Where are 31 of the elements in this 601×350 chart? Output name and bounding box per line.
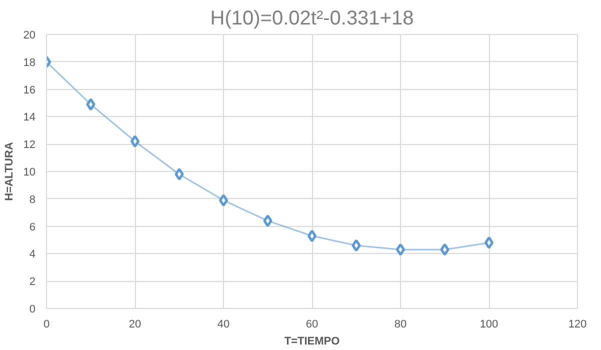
y-tick-label: 4 [29,248,36,261]
point [352,239,361,252]
x-tick-label: 100 [480,318,498,330]
y-tick-label: 6 [29,221,36,234]
point [396,243,406,256]
y-tick-label: 8 [29,194,36,206]
y-axis-title: H=ALTURA [3,142,16,201]
y-tick-label: 2 [29,276,36,288]
point [440,243,450,256]
x-tick-label: 40 [217,318,230,330]
chart-title: H(10)=0.02t²-0.331+18 [210,8,414,30]
point [130,135,140,148]
point [263,214,272,228]
x-tick-label: 120 [568,318,587,330]
y-tick-label: 10 [23,166,36,178]
y-tick-label: 16 [23,84,36,96]
x-tick-label: 60 [306,318,318,330]
point [174,168,184,180]
x-tick-label: 20 [128,318,142,330]
x-tick-label: 0 [43,318,50,330]
point [218,194,228,207]
point [86,98,96,111]
y-tick-label: 14 [23,112,36,124]
y-tick-label: 20 [23,30,36,42]
x-axis-title: T=TIEMPO [284,336,340,348]
point [307,230,317,242]
y-tick-label: 0 [29,304,36,316]
x-tick-label: 80 [394,318,407,330]
point [484,236,494,249]
y-tick-label: 18 [23,56,36,69]
y-tick-label: 12 [23,139,36,152]
